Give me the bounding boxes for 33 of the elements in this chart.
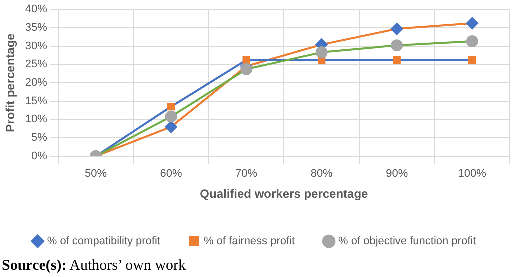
point [468, 56, 476, 64]
x-tick-label: 80% [310, 168, 334, 180]
x-tick-label: 90% [386, 168, 408, 180]
x-tick-label: 50% [85, 168, 108, 180]
point [167, 103, 176, 111]
y-tick-label: 10% [25, 114, 48, 126]
x-tick-label: 100% [458, 168, 487, 180]
y-axis-title: Profit percentage [4, 33, 18, 132]
legend-label: % of compatibility profit [47, 236, 160, 248]
point [242, 56, 250, 64]
y-tick-label: 20% [25, 77, 48, 90]
point [466, 36, 478, 48]
y-tick-label: 40% [25, 4, 48, 16]
y-tick-label: 30% [25, 40, 48, 52]
x-tick-label: 60% [160, 168, 183, 180]
x-axis-title: Qualified workers percentage [200, 187, 369, 202]
point [165, 110, 178, 123]
point [240, 63, 253, 76]
point [391, 40, 404, 52]
y-tick-label: 35% [25, 22, 48, 34]
point [466, 18, 478, 30]
legend-label: % of objective function profit [338, 236, 476, 248]
y-tick-label: 0% [32, 150, 48, 162]
point [391, 23, 404, 36]
y-tick-label: 25% [25, 58, 48, 71]
source-note: Source(s): Authors’ own work [2, 257, 188, 275]
point [393, 56, 401, 64]
point [165, 121, 178, 134]
legend-label: % of fairness profit [204, 236, 296, 248]
x-tick-label: 70% [236, 168, 258, 180]
y-tick-label: 5% [32, 132, 48, 144]
point [316, 46, 328, 59]
y-tick-label: 15% [25, 95, 48, 108]
